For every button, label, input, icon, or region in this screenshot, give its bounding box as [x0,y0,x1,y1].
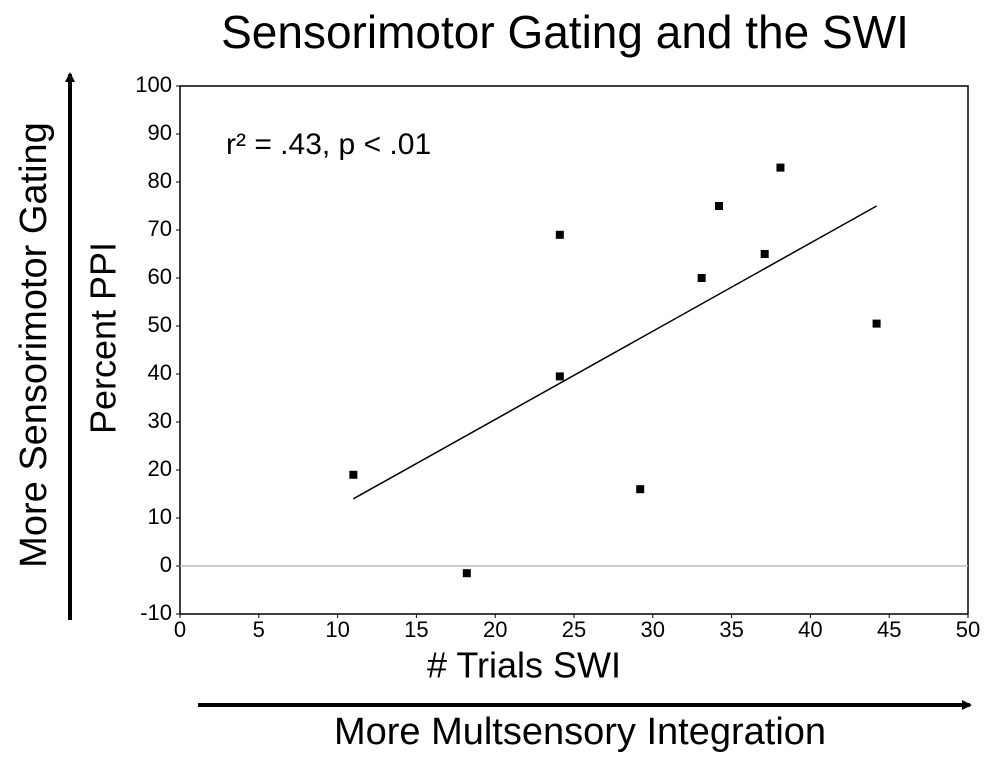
y-tick-label: 90 [148,120,172,145]
y-tick-label: -10 [140,600,172,625]
x-tick-label: 10 [325,617,349,642]
point [776,163,785,172]
y-tick-label: 20 [148,456,172,481]
x-tick-label: 15 [404,617,428,642]
point [555,230,564,239]
y-tick-label: 0 [160,552,172,577]
point [697,274,706,282]
x-tick-label: 40 [798,617,822,642]
x-tick-label: 50 [956,617,980,642]
y-tick-label: 70 [148,216,172,241]
y-tick-label: 50 [148,312,172,337]
y-arrow-label: More Sensorimotor Gating [13,122,55,568]
chart-title: Sensorimotor Gating and the SWI [221,6,909,58]
plot-frame [179,85,969,615]
x-tick-label: 35 [719,617,743,642]
y-tick-label: 60 [148,264,172,289]
point [714,202,723,210]
x-tick-label: 20 [483,617,507,642]
point [462,569,471,578]
point [760,250,769,258]
x-tick-label: 0 [174,617,186,642]
x-tick-label: 5 [253,617,265,642]
x-arrow-label: More Multsensory Integration [334,711,826,753]
x-tick-label: 30 [641,617,665,642]
x-tick-label: 45 [877,617,901,642]
x-tick-label: 25 [562,617,586,642]
x-axis-label: # Trials SWI [427,645,621,686]
point [555,372,564,381]
annotation: r² = .43, p < .01 [226,128,431,161]
y-tick-label: 30 [148,408,172,433]
y-tick-label: 80 [148,168,172,193]
y-tick-label: 10 [148,504,172,529]
point [636,485,645,494]
point [872,319,881,328]
y-tick-label: 100 [135,72,172,97]
y-axis-label: Percent PPI [83,242,124,434]
y-tick-label: 40 [148,360,172,385]
point [349,470,358,479]
trendline [352,205,877,500]
